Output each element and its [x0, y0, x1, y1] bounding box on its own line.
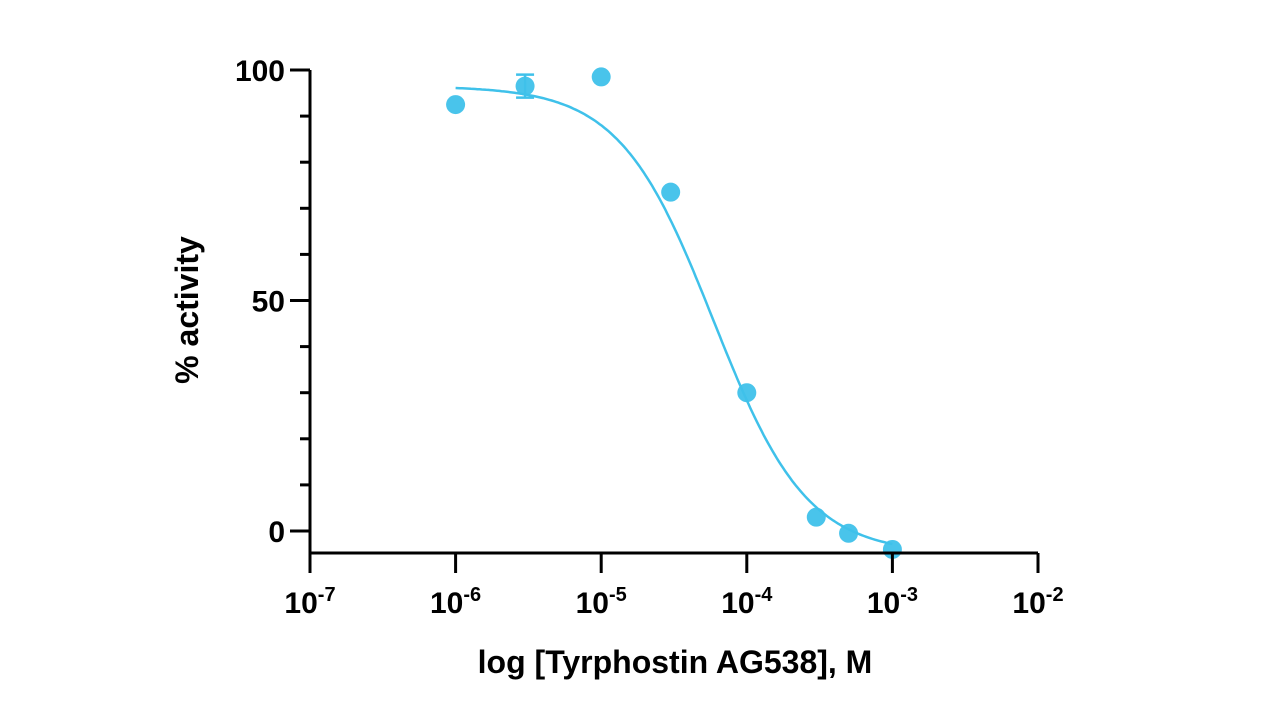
- data-point: [839, 523, 859, 543]
- data-point: [737, 383, 757, 403]
- fit-curve: [455, 86, 893, 546]
- data-point: [661, 182, 681, 202]
- y-tick-label: 0: [268, 516, 285, 549]
- axes: 0 50 100 10-7 10-6 10-5 10-4 10-3 10-2: [235, 55, 1064, 620]
- x-tick-label: 10-7: [284, 584, 335, 620]
- x-axis-title: log [Tyrphostin AG538], M: [478, 644, 873, 680]
- y-tick-label: 100: [235, 55, 285, 88]
- x-tick-label: 10-6: [430, 584, 481, 620]
- y-tick-label: 50: [252, 286, 285, 319]
- data-point: [446, 95, 466, 115]
- x-tick-label: 10-2: [1012, 584, 1063, 620]
- data-point: [806, 507, 826, 527]
- data-point: [591, 67, 611, 87]
- x-tick-label: 10-4: [721, 584, 773, 620]
- x-tick-label: 10-5: [576, 584, 627, 620]
- fit-curve-layer: [455, 86, 893, 546]
- y-axis-title: % activity: [169, 236, 205, 384]
- data-point: [515, 76, 535, 96]
- x-tick-label: 10-3: [867, 584, 918, 620]
- data-points-layer: [446, 67, 902, 559]
